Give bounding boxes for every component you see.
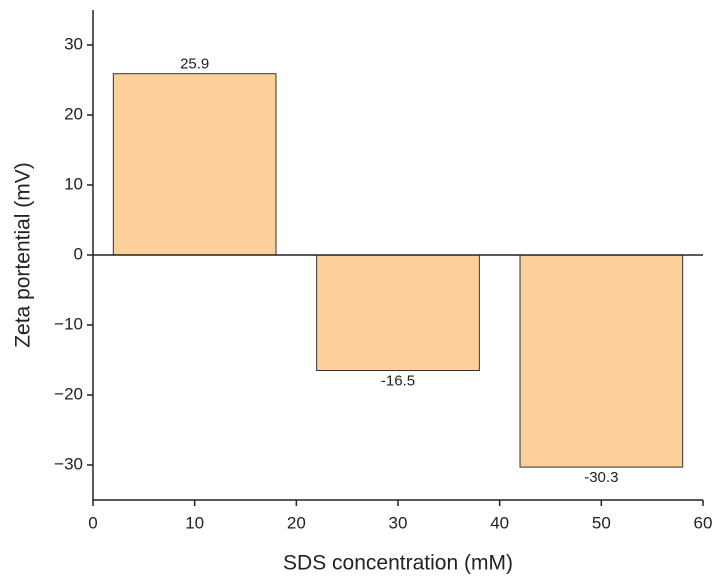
- x-tick-label: 60: [694, 513, 713, 532]
- value-label: -30.3: [584, 469, 618, 486]
- x-tick-label: 30: [389, 513, 408, 532]
- bar: [519, 254, 684, 468]
- y-tick-label: 0: [74, 244, 83, 263]
- y-tick-label: −10: [54, 314, 83, 333]
- x-tick-label: 10: [185, 513, 204, 532]
- x-tick-label: 50: [592, 513, 611, 532]
- x-tick-label: 0: [88, 513, 97, 532]
- bar: [316, 254, 480, 371]
- y-tick-label: 20: [64, 104, 83, 123]
- x-tick-label: 40: [490, 513, 509, 532]
- y-tick-label: −30: [54, 454, 83, 473]
- y-tick-label: −20: [54, 384, 83, 403]
- value-label: 25.9: [180, 56, 209, 73]
- x-tick-label: 20: [287, 513, 306, 532]
- value-label: -16.5: [381, 372, 415, 389]
- x-axis-label: SDS concentration (mM): [283, 552, 513, 575]
- y-axis-label: Zeta portential (mV): [12, 162, 35, 348]
- y-tick-label: 10: [64, 174, 83, 193]
- y-tick-label: 30: [64, 34, 83, 53]
- bar: [112, 73, 277, 256]
